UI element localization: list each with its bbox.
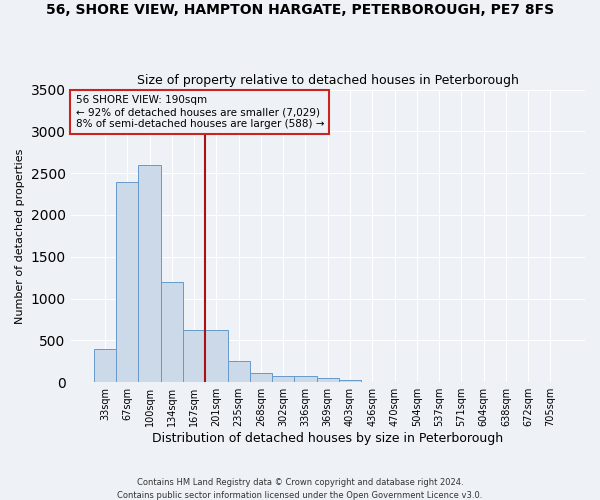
Bar xyxy=(295,376,317,382)
Text: Contains HM Land Registry data © Crown copyright and database right 2024.
Contai: Contains HM Land Registry data © Crown c… xyxy=(118,478,482,500)
Bar xyxy=(205,330,227,382)
Bar xyxy=(94,349,116,382)
Bar xyxy=(339,380,361,382)
Bar xyxy=(227,362,250,382)
Bar xyxy=(139,165,161,382)
Bar xyxy=(116,182,139,382)
X-axis label: Distribution of detached houses by size in Peterborough: Distribution of detached houses by size … xyxy=(152,432,503,445)
Text: 56 SHORE VIEW: 190sqm
← 92% of detached houses are smaller (7,029)
8% of semi-de: 56 SHORE VIEW: 190sqm ← 92% of detached … xyxy=(76,96,324,128)
Title: Size of property relative to detached houses in Peterborough: Size of property relative to detached ho… xyxy=(137,74,519,87)
Bar xyxy=(183,330,205,382)
Bar xyxy=(272,376,295,382)
Bar xyxy=(317,378,339,382)
Text: 56, SHORE VIEW, HAMPTON HARGATE, PETERBOROUGH, PE7 8FS: 56, SHORE VIEW, HAMPTON HARGATE, PETERBO… xyxy=(46,2,554,16)
Y-axis label: Number of detached properties: Number of detached properties xyxy=(15,148,25,324)
Bar xyxy=(161,282,183,382)
Bar xyxy=(250,373,272,382)
